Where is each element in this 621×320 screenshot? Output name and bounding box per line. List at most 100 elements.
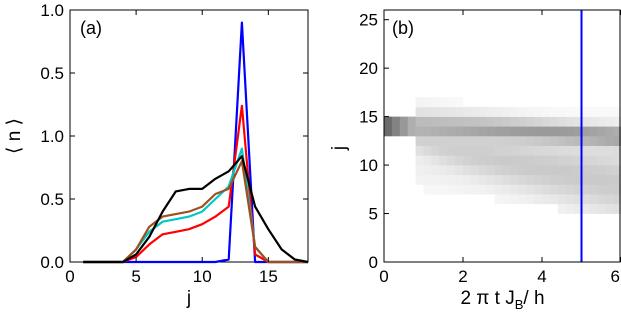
panel-a-x-tick-label: 15 <box>259 267 278 286</box>
panel-b-heatmap-cell <box>549 174 559 185</box>
panel-b-heatmap-cell <box>526 174 535 185</box>
panel-a-x-tick-label: 5 <box>131 267 140 286</box>
panel-b-heatmap-cell <box>463 155 472 166</box>
panel-b-heatmap-cell <box>518 126 527 137</box>
panel-b-heatmap-cell <box>526 145 535 156</box>
panel-b-heatmap-cell <box>526 126 535 137</box>
panel-a-y-tick-label: 1.0 <box>40 1 64 20</box>
panel-b-heatmap-cell <box>384 116 393 127</box>
panel-b-heatmap-cell <box>455 126 464 137</box>
panel-b-heatmap-cell <box>542 184 551 195</box>
panel-b-heatmap-cell <box>502 106 511 117</box>
panel-b-heatmap-cell <box>597 136 606 146</box>
panel-b-heatmap-cell <box>455 116 464 127</box>
panel-b-heatmap-cell <box>455 106 464 117</box>
panel-b-heatmap-cell <box>494 184 503 195</box>
panel-b-heatmap-cell <box>415 116 424 127</box>
panel-b-heatmap-cell <box>605 174 614 185</box>
panel-b-heatmap-cell <box>478 145 487 156</box>
panel-b-heatmap-cell <box>597 145 606 156</box>
panel-b-heatmap-cell <box>557 106 566 117</box>
panel-b-heatmap-cell <box>605 184 614 195</box>
panel-b-heatmap-cell <box>510 145 519 156</box>
panel-b-heatmap-cell <box>478 116 487 127</box>
panel-b-heatmap-cell <box>534 145 543 156</box>
panel-b-heatmap-cell <box>463 106 472 117</box>
panel-b-heatmap-cell <box>455 174 464 185</box>
panel-b-heatmap-cell <box>557 194 566 205</box>
panel-b-y-tick-label: 25 <box>359 11 378 30</box>
panel-b-heatmap-cell <box>565 126 574 137</box>
panel-b-heatmap-cell <box>510 106 519 117</box>
panel-b-heatmap-cell <box>399 126 408 137</box>
panel-b-heatmap-cell <box>597 126 606 137</box>
panel-b-y-tick-label: 15 <box>359 108 378 127</box>
panel-b-heatmap-cell <box>494 106 503 117</box>
panel-b-heatmap-cell <box>605 106 614 117</box>
panel-a-ticks: 0 5 10 15 0.0 0.5 1.0 0.5 1.0 <box>40 1 308 286</box>
panel-b-heatmap-cell <box>478 174 487 185</box>
panel-b-heatmap-cell <box>494 194 503 205</box>
panel-b-heatmap-cell <box>486 145 495 156</box>
panel-b-heatmap-cell <box>423 184 432 195</box>
panel-b-frame <box>383 9 621 263</box>
panel-b-heatmap-cell <box>549 165 559 176</box>
panel-b-heatmap-cell <box>581 106 590 117</box>
panel-b-heatmap-cell <box>605 155 614 166</box>
panel-b-x-axis-label: 2 π t JB/ h <box>460 288 544 312</box>
panel-b-heatmap-cell <box>478 106 487 117</box>
panel-b-heatmap-cell <box>431 145 440 156</box>
panel-b-heatmap-cell <box>573 174 582 185</box>
panel-b-heatmap-cell <box>486 165 495 176</box>
panel-b-heatmap-cell <box>494 145 503 156</box>
panel-b-y-tick-label: 0 <box>369 253 378 272</box>
panel-b-heatmap-cell <box>407 126 416 137</box>
panel-b-heatmap-cell <box>557 145 566 156</box>
panel-a-y-tick-label: 1.0 <box>40 127 64 146</box>
panel-b-x-tick-label: 2 <box>458 267 467 286</box>
panel-b-heatmap-cell <box>605 203 614 214</box>
panel-b-heatmap-cell <box>613 116 621 127</box>
panel-b-heatmap-cell <box>470 155 480 166</box>
panel-b-heatmap-cell <box>613 203 621 214</box>
panel-b-heatmap-cell <box>549 136 559 146</box>
panel-b-heatmap-cell <box>573 145 582 156</box>
panel-b-heatmap-cell <box>423 136 432 146</box>
panel-b-heatmap-cell <box>573 106 582 117</box>
panel-b-heatmap-cell <box>565 184 574 195</box>
panel-b-heatmap-cell <box>549 155 559 166</box>
panel-b-heatmap-cell <box>478 126 487 137</box>
panel-b-heatmap-cell <box>526 184 535 195</box>
panel-b-heatmap-cell <box>518 106 527 117</box>
panel-b-heatmap-cell <box>557 136 566 146</box>
panel-b-heatmap-cell <box>589 174 598 185</box>
panel-b-heatmap-cell <box>581 116 590 127</box>
panel-b-heatmap-cell <box>597 165 606 176</box>
panel-b-heatmap-cell <box>431 136 440 146</box>
panel-b-heatmap-cell <box>415 145 424 156</box>
panel-b-heatmap-cell <box>486 136 495 146</box>
panel-b-heatmap-cell <box>415 106 424 117</box>
panel-b-heatmap-cell <box>573 203 582 214</box>
panel-b-heatmap-cell <box>605 136 614 146</box>
panel-b-heatmap-cell <box>613 194 621 205</box>
panel-a-series-line-5 <box>83 155 309 264</box>
panel-b-heatmap-cell <box>423 126 432 137</box>
panel-b-heatmap-cell <box>423 174 432 185</box>
panel-b-y-tick-label: 10 <box>359 156 378 175</box>
panel-a-line-chart: 0 5 10 15 0.0 0.5 1.0 0.5 1.0 (a) j ⟨ n ⟩ <box>4 1 309 309</box>
panel-b-heatmap-cell <box>494 174 503 185</box>
panel-b-y-tick-label: 20 <box>359 59 378 78</box>
panel-a-x-tick-label: 0 <box>65 267 74 286</box>
panel-b-heatmap-cell <box>613 165 621 176</box>
panel-b-heatmap-cell <box>573 194 582 205</box>
panel-a-x-axis-label: j <box>186 288 191 309</box>
panel-b-heatmap-cell <box>573 136 582 146</box>
panel-b-heatmap-cell <box>447 155 456 166</box>
panel-b-heatmap-cell <box>613 126 621 137</box>
panel-b-heatmap-cell <box>447 145 456 156</box>
panel-b-heatmap-cell <box>589 116 598 127</box>
panel-b-heatmap-cell <box>455 155 464 166</box>
panel-b-heatmap-cell <box>447 165 456 176</box>
panel-b-heatmap-cell <box>510 126 519 137</box>
